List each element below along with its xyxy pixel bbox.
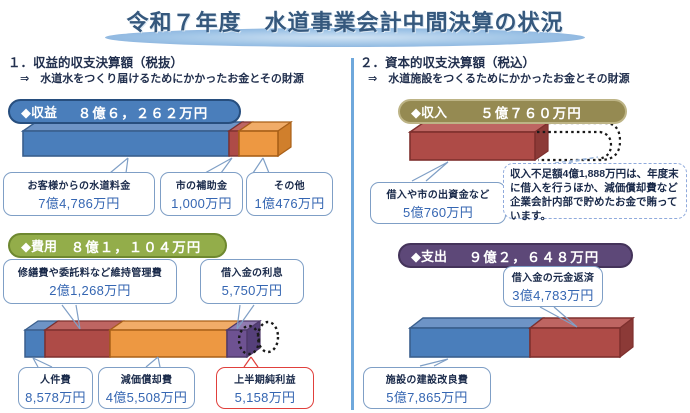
revenue-segment-city-subsidy	[228, 130, 240, 157]
callout-depreciation-value: 4億5,508万円	[105, 389, 188, 405]
callout-water-fees: お客様からの水道料金 7億4,786万円	[3, 172, 155, 216]
callout-other-revenue: その他 1億476万円	[246, 172, 333, 216]
callout-maintenance-value: 2億1,268万円	[49, 283, 131, 298]
expense-segment-profit-dotted-2	[256, 320, 280, 354]
expenditure-bar	[407, 316, 636, 359]
callout-net-profit-value: 5,158万円	[234, 389, 296, 405]
expense-pill-label: ◆費用	[21, 239, 57, 254]
right-section-subheading: ⇒ 水道施設をつくるためにかかったお金とその財源	[368, 73, 630, 85]
expense-segment-depreciation	[109, 329, 228, 358]
expense-callout-connector-personnel	[32, 357, 53, 368]
expenditure-segment-repayment-top	[527, 317, 636, 329]
expense-total-pill: ◆費用 ８億１，１０４万円	[8, 233, 227, 258]
callout-loan-interest-value: 5,750万円	[221, 283, 283, 298]
shortfall-note: 収入不足額4億1,888万円は、年度末に借入を行うほか、減価償却費など企業会計内…	[503, 163, 687, 222]
revenue-bar	[20, 120, 293, 158]
callout-principal-repayment: 借入金の元金返済 3億4,783万円	[503, 266, 603, 307]
callout-other-revenue-label: その他	[274, 180, 305, 192]
expense-segment-maintenance	[44, 329, 111, 358]
callout-construction-improvement-value: 5億7,865万円	[386, 389, 468, 405]
callout-loans-investment-label: 借入や市の出資金など	[386, 189, 490, 201]
expense-segment-interest	[226, 329, 248, 358]
income-pill-value: ５億７６０万円	[480, 105, 582, 121]
shortfall-note-connector	[547, 156, 599, 165]
callout-depreciation: 減価償却費 4億5,508万円	[98, 367, 195, 409]
right-section-heading: ２．資本的収支決算額（税込）	[360, 56, 536, 70]
callout-construction-improvement-label: 施設の建設改良費	[385, 374, 469, 386]
callout-loans-investment-value: 5億760万円	[402, 204, 474, 220]
expenditure-callout-connector-repayment	[539, 306, 578, 328]
income-pill-label: ◆収入	[411, 105, 447, 120]
callout-personnel-label: 人件費	[40, 374, 71, 386]
title-underline-ellipse	[105, 28, 585, 47]
callout-city-subsidy-value: 1,000万円	[171, 195, 232, 211]
callout-city-subsidy-label: 市の補助金	[175, 180, 228, 192]
callout-maintenance: 修繕費や委託料など維持管理費 2億1,268万円	[3, 259, 177, 304]
revenue-segment-other	[238, 130, 279, 157]
revenue-pill-value: ８億６，２６２万円	[77, 105, 209, 121]
income-bar	[407, 121, 622, 162]
callout-principal-repayment-value: 3億4,783万円	[512, 288, 594, 303]
callout-maintenance-label: 修繕費や委託料など維持管理費	[17, 268, 163, 279]
callout-loan-interest-label: 借入金の利息	[221, 268, 283, 279]
expenditure-callout-connector-construction	[419, 358, 449, 367]
expenditure-segment-repayment	[529, 327, 621, 358]
expenditure-segment-construction	[409, 327, 531, 358]
expense-callout-connector-interest	[236, 304, 255, 330]
callout-water-fees-value: 7億4,786万円	[38, 195, 120, 211]
revenue-callout-connector-1	[109, 157, 129, 174]
callout-loan-interest: 借入金の利息 5,750万円	[200, 259, 304, 304]
left-section-subheading: ⇒ 水道水をつくり届けるためにかかったお金とその財源	[20, 73, 304, 85]
callout-principal-repayment-label: 借入金の元金返済	[511, 273, 595, 284]
revenue-callout-connector-2	[204, 157, 233, 174]
expenditure-total-pill: ◆支出 ９億２，６４８万円	[398, 243, 633, 268]
expense-callout-connector-maintenance	[61, 304, 81, 330]
income-callout-connector	[411, 161, 449, 182]
callout-water-fees-label: お客様からの水道料金	[27, 180, 131, 192]
callout-personnel: 人件費 8,578万円	[18, 367, 93, 409]
callout-net-profit-label: 上半期純利益	[234, 374, 296, 386]
income-shortfall-dotted-outline	[538, 121, 622, 162]
income-total-pill: ◆収入 ５億７６０万円	[398, 99, 627, 124]
revenue-callout-connector-3	[252, 157, 270, 174]
expenditure-pill-label: ◆支出	[411, 249, 447, 264]
page-title: 令和７年度 水道事業会計中間決算の状況	[126, 10, 564, 35]
revenue-pill-label: ◆収益	[21, 105, 57, 120]
callout-net-profit: 上半期純利益 5,158万円	[216, 367, 314, 409]
expense-segment-depreciation-top	[108, 320, 242, 331]
section-divider	[351, 58, 354, 410]
callout-personnel-value: 8,578万円	[25, 389, 86, 405]
callout-other-revenue-value: 1億476万円	[254, 195, 325, 211]
income-shortfall-dotted-inner	[537, 130, 613, 161]
expense-callout-connector-depreciation	[145, 356, 161, 368]
revenue-segment-water-fees	[22, 130, 230, 157]
callout-depreciation-label: 減価償却費	[120, 374, 173, 386]
expenditure-segment-construction-top	[407, 317, 546, 329]
callout-loans-investment: 借入や市の出資金など 5億760万円	[370, 182, 506, 224]
expenditure-pill-value: ９億２，６４８万円	[468, 249, 600, 265]
expense-pill-value: ８億１，１０４万円	[70, 239, 202, 255]
income-segment-loans	[409, 131, 536, 161]
expense-callout-connector-profit	[243, 356, 259, 368]
expense-bar	[23, 319, 280, 359]
callout-construction-improvement: 施設の建設改良費 5億7,865万円	[363, 367, 491, 409]
revenue-total-pill: ◆収益 ８億６，２６２万円	[8, 99, 241, 124]
income-segment-loans-top	[407, 122, 551, 133]
left-section-heading: １．収益的収支決算額（税抜）	[8, 56, 184, 70]
expense-segment-personnel	[24, 329, 46, 358]
callout-city-subsidy: 市の補助金 1,000万円	[160, 172, 243, 216]
